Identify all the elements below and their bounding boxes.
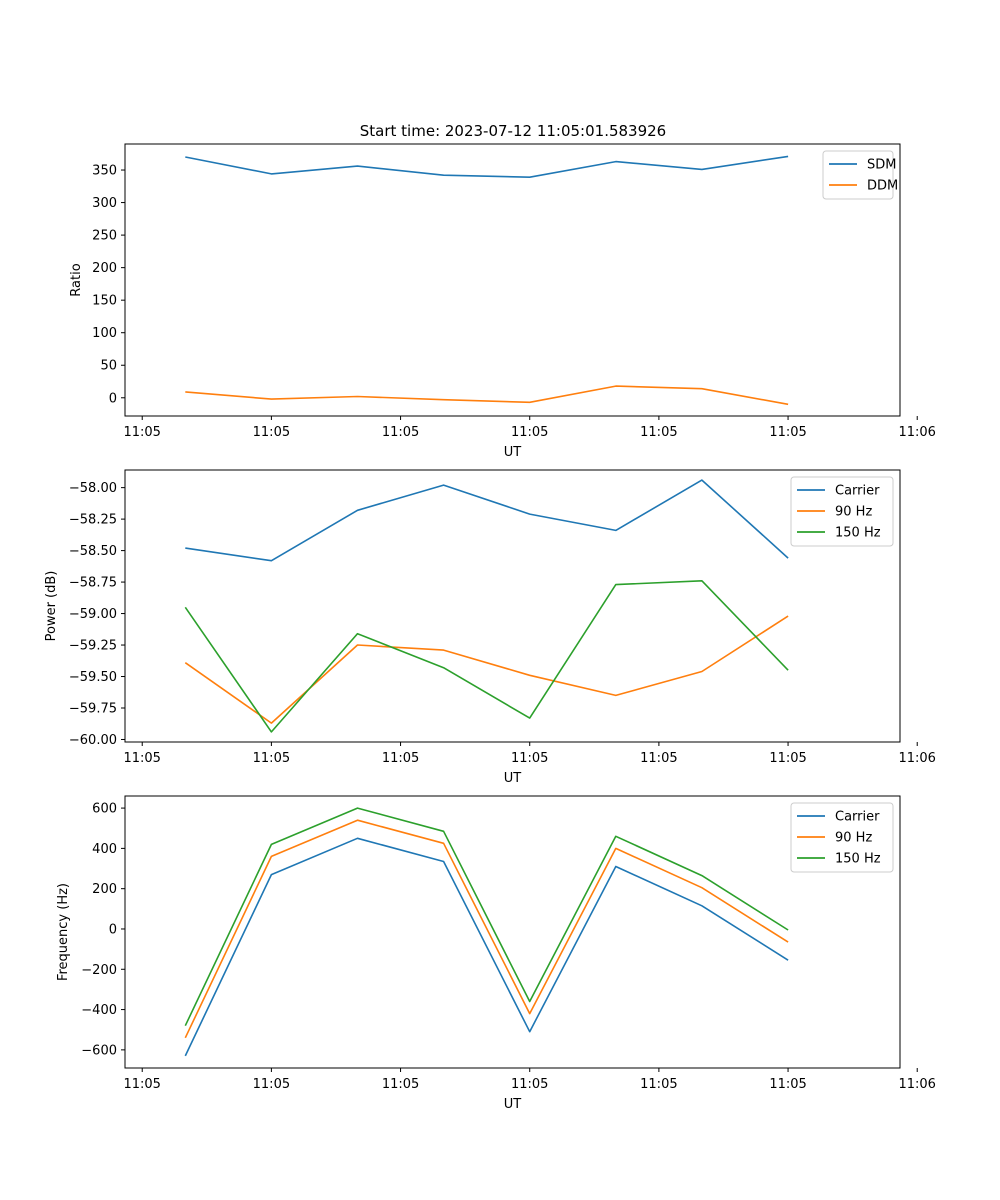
y-tick-label: −400 (81, 1003, 117, 1018)
y-tick-label: −600 (81, 1043, 117, 1058)
y-tick-label: −58.75 (69, 576, 117, 591)
legend-label: 150 Hz (835, 526, 881, 541)
x-tick-label: 11:05 (769, 751, 806, 766)
series-line-90-hz (184, 819, 789, 1039)
plot-frame (124, 795, 901, 1069)
legend-box (822, 150, 894, 200)
y-axis-label: Power (dB) (44, 571, 59, 642)
y-tick-label: −60.00 (69, 733, 117, 748)
legend: Carrier 90 Hz 150 Hz (790, 476, 894, 547)
x-tick-label: 11:05 (253, 1077, 290, 1092)
x-axis-label: UT (504, 445, 522, 460)
series-line-ddm (185, 385, 789, 406)
y-tick-label: 300 (92, 196, 117, 211)
y-tick-label: 400 (92, 842, 117, 857)
x-tick-label: 11:05 (382, 425, 419, 440)
series-line-150-hz (184, 807, 789, 1027)
x-tick-label: 11:05 (640, 1077, 677, 1092)
figure-title: Start time: 2023-07-12 11:05:01.583926 (360, 122, 666, 140)
legend-label: Carrier (835, 810, 880, 825)
x-tick-label: 11:05 (769, 425, 806, 440)
y-axis-label: Frequency (Hz) (56, 883, 71, 981)
plot-frame (124, 143, 901, 417)
x-tick-label: 11:05 (769, 1077, 806, 1092)
x-tick-label: 11:05 (511, 425, 548, 440)
x-tick-label: 11:06 (898, 751, 935, 766)
x-tick-label: 11:05 (640, 751, 677, 766)
legend: Carrier 90 Hz 150 Hz (790, 802, 894, 873)
x-tick-label: 11:05 (640, 425, 677, 440)
x-tick-label: 11:05 (511, 751, 548, 766)
legend-label: 90 Hz (835, 505, 872, 520)
legend: SDM DDM (822, 150, 898, 200)
legend-label: DDM (867, 179, 898, 194)
y-tick-label: −59.75 (69, 702, 117, 717)
legend-label: 150 Hz (835, 852, 881, 867)
y-tick-label: −200 (81, 963, 117, 978)
y-tick-label: 0 (109, 922, 117, 937)
y-tick-label: 200 (92, 261, 117, 276)
plot-frame (124, 469, 901, 743)
x-tick-label: 11:05 (253, 751, 290, 766)
x-tick-label: 11:06 (898, 1077, 935, 1092)
series-line-carrier (184, 837, 789, 1057)
y-tick-label: 350 (92, 164, 117, 179)
legend-box (790, 802, 894, 873)
series-line-90-hz (184, 615, 789, 724)
legend-label: Carrier (835, 484, 880, 499)
x-axis-label: UT (504, 771, 522, 786)
y-tick-label: −59.00 (69, 607, 117, 622)
y-tick-label: −59.25 (69, 639, 117, 654)
x-tick-label: 11:05 (123, 1077, 160, 1092)
legend-label: 90 Hz (835, 831, 872, 846)
x-tick-label: 11:05 (123, 425, 160, 440)
y-axis-label: Ratio (69, 263, 84, 296)
x-tick-label: 11:05 (123, 751, 160, 766)
x-tick-label: 11:05 (253, 425, 290, 440)
series-line-150-hz (184, 579, 789, 733)
series-line-carrier (185, 479, 789, 562)
chart-panel-3: 11:05 11:05 11:05 11:05 11:05 11:05 11:06 UT −60… (56, 795, 936, 1112)
y-tick-label: 200 (92, 882, 117, 897)
y-tick-label: 250 (92, 229, 117, 244)
x-tick-label: 11:05 (382, 751, 419, 766)
series-line-sdm (185, 155, 789, 178)
y-tick-label: −58.00 (69, 481, 117, 496)
y-tick-label: 150 (92, 294, 117, 309)
chart-panel-1: 11:05 11:05 11:05 11:05 11:05 11:05 11:06 UT 0 50… (69, 143, 936, 460)
legend-label: SDM (867, 158, 896, 173)
y-tick-label: −59.50 (69, 670, 117, 685)
y-tick-label: 600 (92, 802, 117, 817)
x-tick-label: 11:06 (898, 425, 935, 440)
x-tick-label: 11:05 (382, 1077, 419, 1092)
chart-panel-2: 11:05 11:05 11:05 11:05 11:05 11:05 11:06 UT −58… (44, 469, 936, 786)
y-tick-label: −58.25 (69, 513, 117, 528)
y-tick-label: 50 (100, 359, 117, 374)
x-axis-label: UT (504, 1097, 522, 1112)
y-tick-label: 0 (109, 391, 117, 406)
y-tick-label: −58.50 (69, 544, 117, 559)
x-tick-label: 11:05 (511, 1077, 548, 1092)
y-tick-label: 100 (92, 326, 117, 341)
legend-box (790, 476, 894, 547)
